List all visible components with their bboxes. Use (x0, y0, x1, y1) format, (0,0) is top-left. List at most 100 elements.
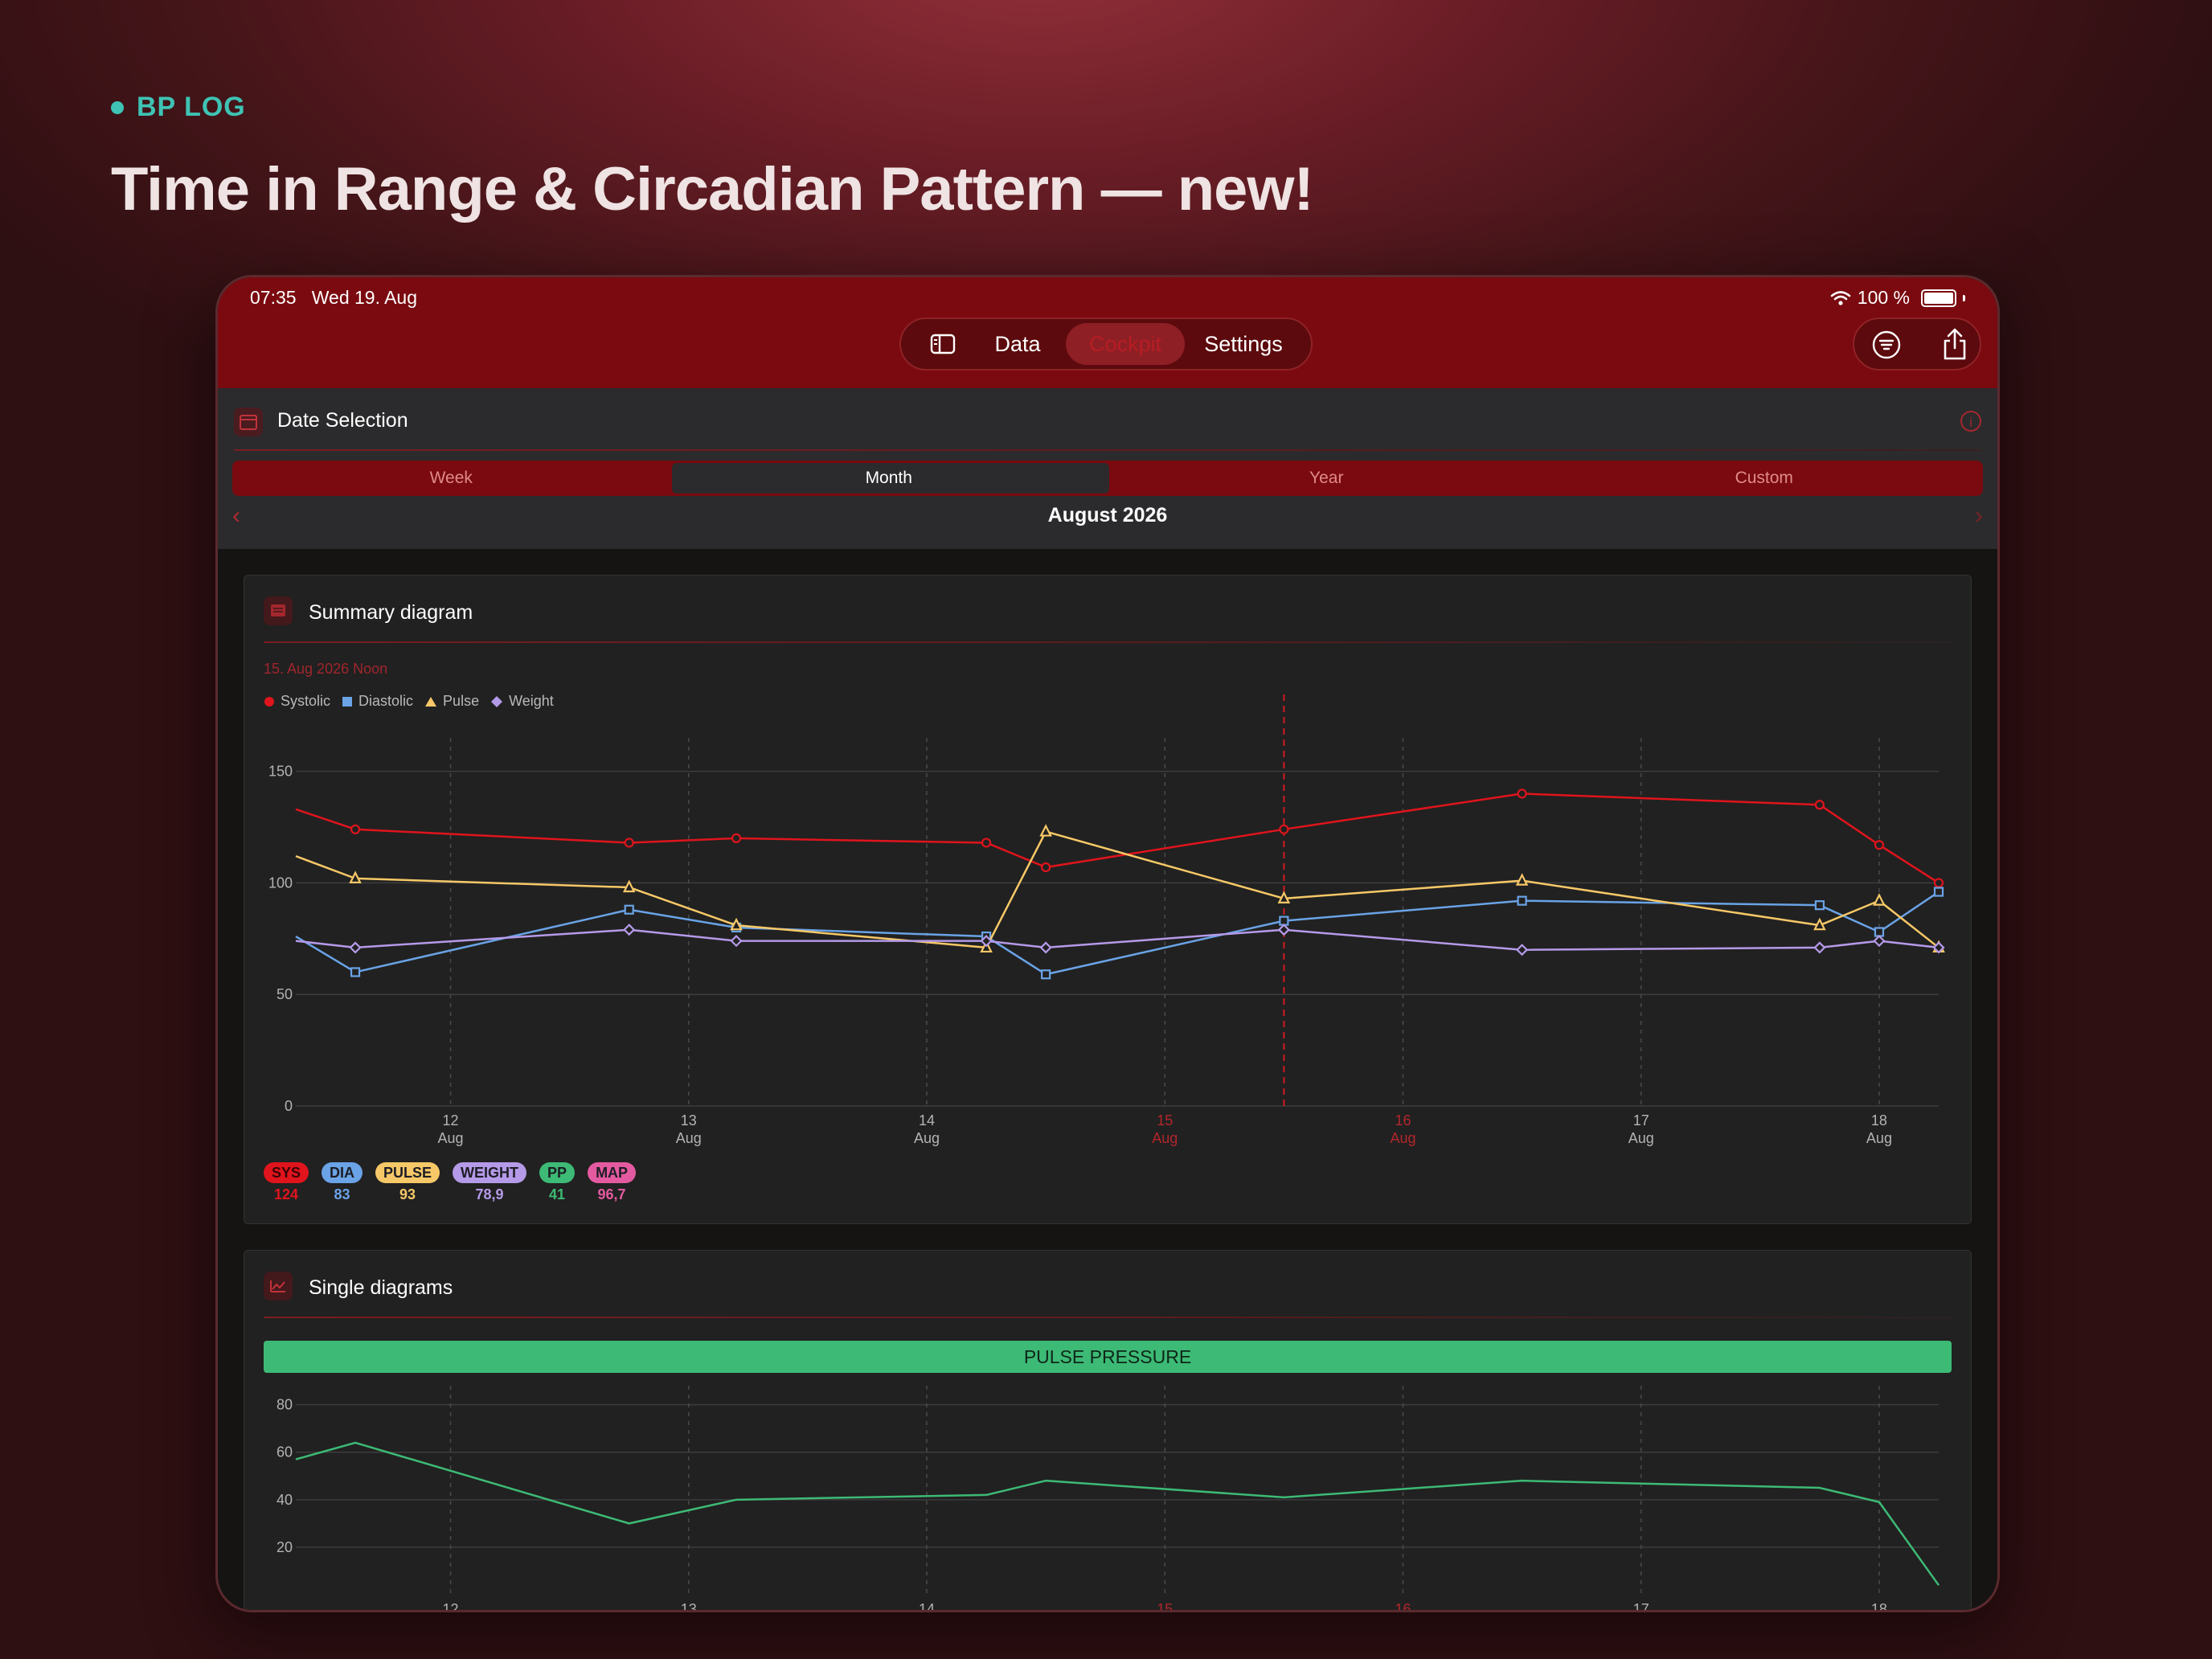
value-chip-weight: WEIGHT 78,9 (453, 1162, 527, 1203)
chip-value: 124 (273, 1186, 299, 1202)
toolbar-actions (1853, 317, 1981, 371)
x-tick-month: Aug (914, 1130, 940, 1146)
legend-pulse: Pulse (424, 693, 479, 710)
legend-diastolic: Diastolic (342, 693, 413, 710)
data-point (1933, 878, 1944, 888)
x-tick-day: 15 (1157, 1112, 1173, 1129)
data-point (624, 838, 634, 848)
info-button[interactable]: i (1960, 411, 1981, 432)
data-point (1932, 941, 1945, 954)
data-point (1517, 895, 1527, 906)
period-year[interactable]: Year (1309, 469, 1344, 487)
sidebar-toggle-button[interactable] (917, 319, 969, 369)
x-tick-month: Aug (1152, 1130, 1178, 1146)
summary-chart[interactable]: 05010015012Aug13Aug14Aug15Aug16Aug17Aug1… (244, 576, 1971, 1225)
period-selection-pill (671, 463, 1109, 494)
x-tick-day: 12 (443, 1112, 459, 1129)
chip-value: 93 (399, 1186, 416, 1202)
summary-card: Summary diagram 15. Aug 2026 Noon Systol… (244, 575, 1972, 1224)
data-point (730, 935, 743, 948)
tab-cockpit[interactable]: Cockpit (1088, 332, 1162, 356)
divider (234, 449, 1981, 451)
data-point (1874, 927, 1885, 937)
x-tick-day: 13 (681, 1112, 697, 1129)
data-point (624, 904, 634, 915)
current-period-label: August 2026 (1047, 504, 1168, 526)
tab-settings[interactable]: Settings (1204, 332, 1283, 356)
data-point (1039, 941, 1052, 954)
data-point (731, 833, 742, 844)
summary-legend: Systolic Diastolic Pulse Weight (264, 693, 554, 710)
data-point (1874, 840, 1885, 850)
chip-value: 41 (549, 1186, 566, 1202)
summary-icon (264, 596, 293, 625)
x-tick-month: Aug (1866, 1130, 1892, 1146)
date-selection-panel: Date Selection i Week Month Year Custom … (218, 388, 1997, 549)
data-point (1039, 824, 1052, 837)
value-chip-pp: PP 41 (539, 1162, 576, 1203)
summary-values: SYS 124 DIA 83 PULSE 93 WEIGHT 78,9 PP 4… (264, 1162, 637, 1203)
data-point (1517, 789, 1527, 799)
y-tick-label: 80 (276, 1397, 293, 1413)
chip-label: SYS (264, 1162, 309, 1183)
legend-systolic: Systolic (264, 693, 330, 710)
value-chip-map: MAP 96,7 (588, 1162, 637, 1203)
y-tick-label: 0 (285, 1098, 293, 1114)
x-tick-day: 14 (919, 1601, 935, 1612)
tab-data[interactable]: Data (994, 332, 1041, 356)
ipad-frame: 07:35 Wed 19. Aug 100 % Data (215, 275, 2000, 1612)
x-tick-month: Aug (1628, 1130, 1654, 1146)
x-tick-day: 17 (1633, 1601, 1649, 1612)
chip-value: 83 (334, 1186, 350, 1202)
x-tick-month: Aug (438, 1130, 464, 1146)
previous-period-button[interactable]: ‹ (232, 502, 240, 529)
data-point (1279, 824, 1289, 834)
chip-label: WEIGHT (453, 1162, 527, 1183)
data-point (1814, 900, 1825, 911)
calendar-icon (234, 408, 263, 436)
y-tick-label: 150 (268, 764, 293, 780)
x-tick-month: Aug (1390, 1130, 1415, 1146)
promo-title: Time in Range & Circadian Pattern — new! (111, 155, 1314, 223)
wifi-icon (1830, 290, 1851, 305)
y-tick-label: 100 (268, 875, 293, 891)
chip-label: PULSE (375, 1162, 440, 1183)
data-point (981, 838, 992, 848)
status-bar-left: 07:35 Wed 19. Aug (250, 287, 417, 309)
value-chip-dia: DIA 83 (322, 1162, 363, 1203)
filter-button[interactable] (1870, 329, 1903, 361)
data-point (1277, 924, 1290, 936)
data-point (1873, 935, 1886, 948)
divider (264, 1317, 1952, 1318)
data-point (622, 879, 636, 893)
data-point (1933, 887, 1944, 897)
date-selection-title: Date Selection (277, 409, 408, 432)
data-point (1814, 800, 1825, 810)
y-tick-label: 40 (276, 1492, 293, 1508)
pulse-pressure-banner[interactable]: PULSE PRESSURE (264, 1341, 1952, 1373)
next-period-button[interactable]: › (1975, 502, 1983, 529)
data-point (350, 967, 361, 977)
data-point (1041, 862, 1051, 873)
x-tick-day: 12 (443, 1601, 459, 1612)
period-week[interactable]: Week (429, 469, 473, 487)
battery-percent: 100 % (1857, 287, 1910, 308)
period-month[interactable]: Month (865, 469, 912, 487)
single-diagrams-card: Single diagrams PULSE PRESSURE 20 40 60 80 1… (244, 1250, 1972, 1612)
sidebar-icon (930, 334, 956, 354)
period-picker: Week Month Year Custom (232, 461, 1983, 496)
data-point (980, 935, 993, 948)
period-custom[interactable]: Custom (1735, 469, 1793, 487)
series-line-systolic (295, 793, 1940, 884)
data-point (1516, 944, 1529, 956)
pulse-pressure-chart[interactable]: 2040608012Aug13Aug14Aug15Aug16Aug17Aug18… (244, 1251, 1971, 1612)
x-tick-day: 16 (1395, 1601, 1411, 1612)
chip-value: 78,9 (475, 1186, 504, 1202)
share-button[interactable] (1941, 327, 1968, 361)
data-point (623, 924, 636, 936)
value-chip-pulse: PULSE 93 (375, 1162, 440, 1203)
main-tab-bar: Data Cockpit Settings (899, 317, 1313, 371)
y-tick-label: 50 (276, 986, 293, 1002)
top-bar: 07:35 Wed 19. Aug 100 % Data (218, 277, 1997, 388)
data-point (1813, 941, 1826, 954)
